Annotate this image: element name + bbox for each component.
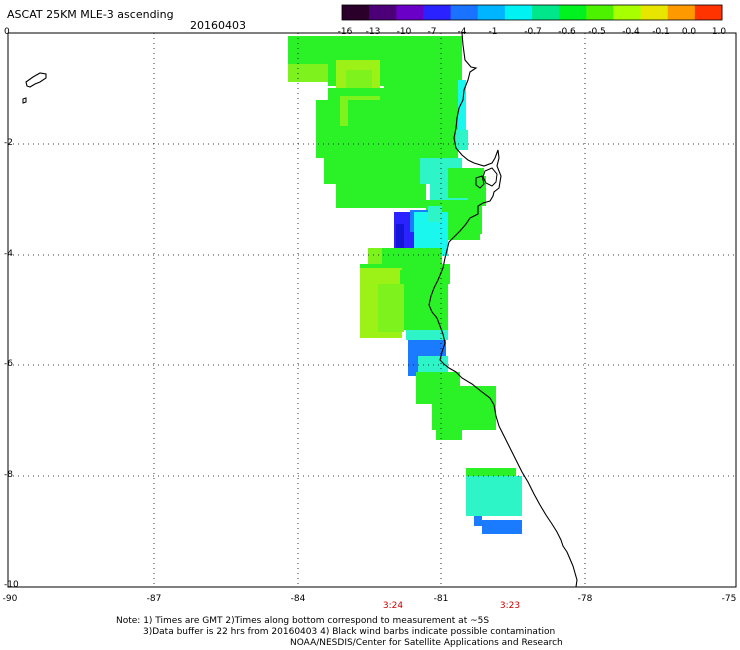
- colorbar-segment: [369, 5, 397, 20]
- lat-tick-label: -8: [4, 470, 13, 480]
- wind-cell: [346, 70, 372, 88]
- wind-cell: [476, 206, 482, 234]
- colorbar-segment: [667, 5, 696, 20]
- colorbar-segment: [396, 5, 424, 20]
- wind-cell: [396, 224, 404, 248]
- lon-tick-label: -84: [290, 594, 306, 604]
- wind-cell: [428, 206, 442, 222]
- map-frame: [7, 32, 737, 588]
- lon-tick-label: -81: [433, 594, 449, 604]
- colorbar-label: 1.0: [711, 27, 727, 37]
- colorbar-label: -4: [457, 27, 467, 37]
- wind-cell: [474, 500, 522, 516]
- island-galapagos: [25, 72, 47, 88]
- note-line-3: NOAA/NESDIS/Center for Satellite Applica…: [290, 638, 563, 648]
- colorbar: [341, 4, 723, 21]
- map-title: ASCAT 25KM MLE-3 ascending: [7, 8, 174, 21]
- wind-cell: [368, 248, 382, 268]
- wind-cell: [466, 386, 496, 406]
- wind-cell: [482, 520, 522, 534]
- lat-tick-label: -6: [4, 359, 13, 369]
- pass-time: 3:23: [499, 601, 521, 611]
- lat-tick-label: -10: [4, 580, 19, 590]
- wind-cell: [336, 184, 426, 208]
- colorbar-segment: [694, 5, 723, 20]
- colorbar-label: -0.7: [524, 27, 542, 37]
- colorbar-label: -7: [427, 27, 437, 37]
- colorbar-segment: [450, 5, 479, 20]
- colorbar-label: 0.0: [681, 27, 697, 37]
- wind-cell: [436, 404, 462, 440]
- colorbar-segment: [640, 5, 669, 20]
- colorbar-label: -0.6: [558, 27, 576, 37]
- colorbar-label: -13: [365, 27, 381, 37]
- note-line-1: Note: 1) Times are GMT 2)Times along bot…: [116, 616, 490, 626]
- map-date: 20160403: [190, 19, 246, 32]
- lon-tick-label: -78: [577, 594, 593, 604]
- colorbar-segment: [613, 5, 642, 20]
- wind-cell: [456, 130, 468, 150]
- wind-data-cells: [288, 36, 522, 534]
- lat-tick-label: -4: [4, 249, 13, 259]
- wind-cell: [468, 176, 486, 206]
- wind-cell: [288, 64, 328, 82]
- colorbar-segment: [504, 5, 533, 20]
- pass-time: 3:24: [382, 601, 404, 611]
- colorbar-frame: [341, 4, 723, 21]
- wind-cell: [458, 80, 466, 140]
- lon-tick-label: -75: [721, 594, 737, 604]
- note-line-2: 3)Data buffer is 22 hrs from 20160403 4)…: [143, 627, 556, 637]
- colorbar-label: -1: [488, 27, 498, 37]
- island-galapagos: [22, 97, 27, 104]
- colorbar-label: -16: [337, 27, 353, 37]
- island: [475, 175, 485, 189]
- wind-cell: [384, 36, 462, 96]
- colorbar-label: -0.1: [652, 27, 670, 37]
- colorbar-label: -0.4: [622, 27, 640, 37]
- colorbar-label: -0.5: [588, 27, 606, 37]
- colorbar-segment: [532, 5, 560, 20]
- wind-cell: [324, 158, 428, 184]
- wind-cell: [406, 330, 448, 340]
- lon-tick-label: -87: [146, 594, 162, 604]
- wind-cell: [378, 284, 404, 332]
- wind-cell: [466, 500, 476, 516]
- coastline: [428, 32, 578, 588]
- lat-tick-label: -2: [4, 138, 13, 148]
- colorbar-segment: [342, 5, 370, 20]
- lon-tick-label: -90: [2, 594, 18, 604]
- colorbar-segment: [477, 5, 506, 20]
- colorbar-segment: [586, 5, 614, 20]
- wind-cell: [400, 270, 448, 330]
- island: [482, 167, 498, 187]
- wind-cell: [474, 516, 482, 526]
- colorbar-segment: [423, 5, 452, 20]
- colorbar-label: -10: [396, 27, 412, 37]
- colorbar-segment: [559, 5, 587, 20]
- lat-tick-label: 0: [4, 27, 10, 37]
